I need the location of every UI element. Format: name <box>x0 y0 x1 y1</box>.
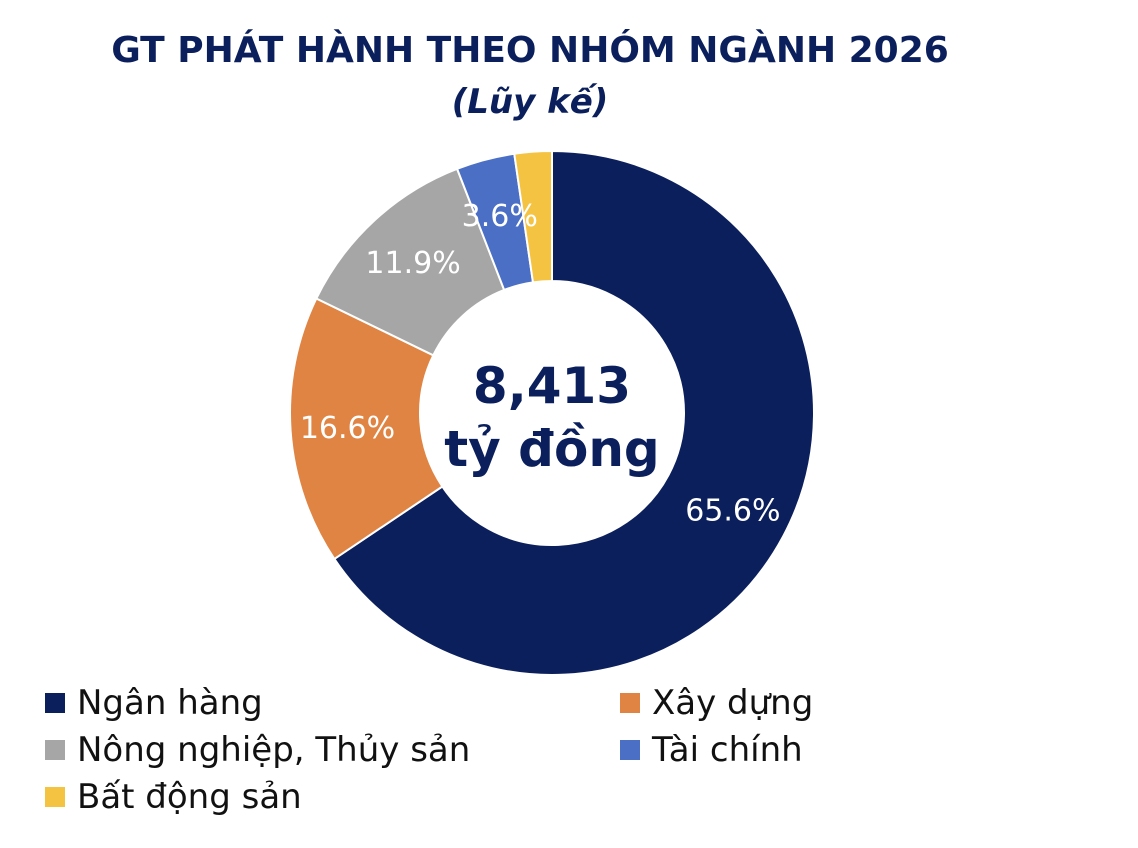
legend-label: Xây dựng <box>652 683 814 723</box>
legend-swatch <box>620 693 640 713</box>
data-label-nong-nghiep-thuy-san: 11.9% <box>365 246 460 281</box>
legend-swatch <box>45 693 65 713</box>
legend-label: Tài chính <box>652 730 803 770</box>
legend-swatch <box>620 740 640 760</box>
legend-item-xay-dung: Xây dựng <box>620 683 813 723</box>
center-total-value: 8,413 <box>473 357 631 415</box>
legend-label: Bất động sản <box>77 777 302 817</box>
data-label-tai-chinh: 3.6% <box>462 199 538 234</box>
data-label-xay-dung: 16.6% <box>300 411 395 446</box>
slice-bat-dong-san <box>513 149 553 284</box>
chart-title: GT PHÁT HÀNH THEO NHÓM NGÀNH 2026 <box>111 30 949 71</box>
legend-item-nong-nghiep-thuy-san: Nông nghiệp, Thủy sản <box>45 730 470 770</box>
legend-item-tai-chinh: Tài chính <box>620 730 803 770</box>
legend-label: Nông nghiệp, Thủy sản <box>77 730 471 770</box>
legend-item-bat-dong-san: Bất động sản <box>45 777 302 817</box>
legend-label: Ngân hàng <box>77 683 263 723</box>
slice-labels: 65.6% 16.6% 11.9%3.6% <box>300 199 781 529</box>
data-label-ngan-hang: 65.6% <box>685 493 780 528</box>
legend-swatch <box>45 740 65 760</box>
chart-subtitle: (Lũy kế) <box>451 82 609 122</box>
legend-swatch <box>45 787 65 807</box>
slice-ngan-hang <box>332 149 815 676</box>
center-total-unit: tỷ đồng <box>444 420 659 478</box>
slice-xay-dung <box>289 297 444 561</box>
legend-item-ngan-hang: Ngân hàng <box>45 683 263 723</box>
donut-slices <box>289 149 815 676</box>
